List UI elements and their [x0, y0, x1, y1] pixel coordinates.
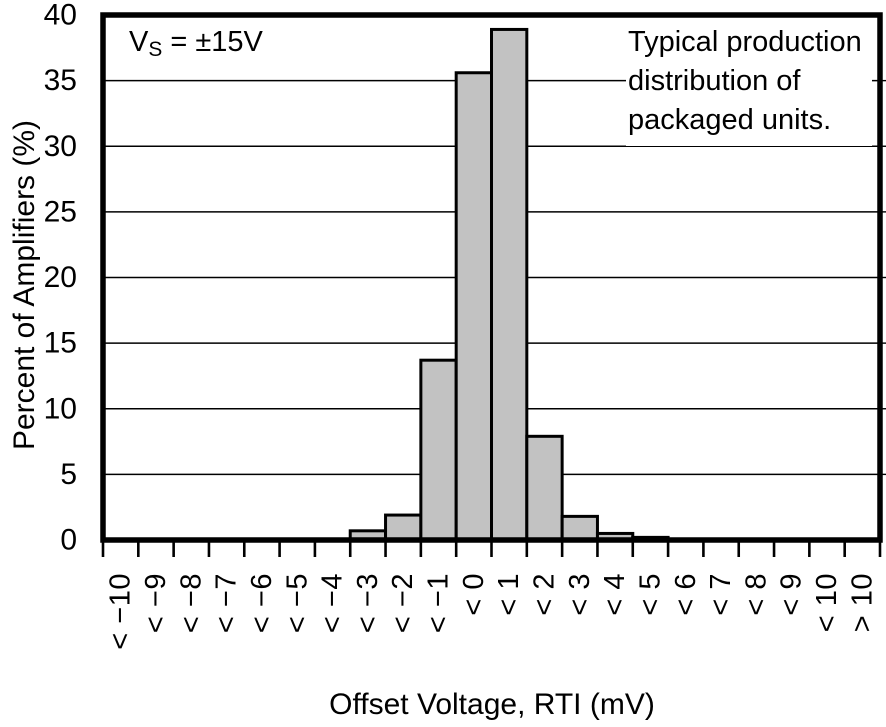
production-note-annotation: Typical production distribution of packa… [626, 21, 872, 146]
production-note-line: packaged units. [628, 104, 832, 136]
production-note-line: distribution of [628, 65, 801, 97]
bar-<−1 [419, 358, 458, 542]
x-tick-label: < −10 [105, 573, 137, 650]
x-tick-label: < −2 [387, 573, 419, 633]
x-tick-label: < 4 [599, 573, 631, 616]
x-tick-label: < −8 [175, 573, 207, 633]
x-tick-label: < −7 [211, 573, 243, 633]
y-tick-label: 10 [44, 392, 77, 425]
y-tick-label: 25 [44, 195, 77, 228]
y-axis-tick-labels: 0 5 10 15 20 25 30 35 40 [44, 0, 77, 557]
x-tick-label: < 6 [670, 573, 702, 616]
x-axis-ticks [101, 542, 882, 557]
x-axis-title: Offset Voltage, RTI (mV) [329, 688, 655, 721]
x-tick-label: < 8 [740, 573, 772, 616]
supply-voltage-subscript: S [148, 38, 163, 62]
bar-<1 [490, 27, 529, 542]
bar-<2 [525, 434, 564, 542]
x-tick-label: < 9 [776, 573, 808, 616]
supply-voltage-annotation: VS = ±15V [129, 26, 263, 62]
y-tick-label: 35 [44, 64, 77, 97]
bar-<−2 [384, 513, 423, 542]
supply-voltage-value: = ±15V [162, 26, 263, 58]
y-axis-title: Percent of Amplifiers (%) [8, 119, 41, 451]
x-tick-label: < −4 [317, 573, 349, 633]
y-tick-label: 15 [44, 327, 77, 360]
supply-voltage-base: V [129, 26, 149, 58]
x-tick-label: < −9 [140, 573, 172, 633]
y-tick-label: 30 [44, 130, 77, 163]
x-tick-label: < 1 [493, 573, 525, 616]
bar-<0 [454, 71, 494, 542]
y-tick-label: 5 [60, 458, 77, 491]
x-tick-label: < 3 [564, 573, 596, 616]
y-tick-label: 40 [44, 0, 77, 32]
production-note-line: Typical production [628, 26, 862, 58]
x-tick-label: < 10 [811, 573, 843, 632]
x-tick-label: < 2 [528, 573, 560, 616]
x-tick-label: < 5 [634, 573, 666, 616]
plot-frame [100, 12, 883, 543]
plot-border [100, 12, 883, 543]
x-tick-label: < 0 [458, 573, 490, 616]
x-axis-tick-labels: < −10 < −9 < −8 < −7 < −6 < −5 < −4 < −3 < −2 < −… [105, 573, 879, 650]
x-tick-label: < −6 [246, 573, 278, 633]
x-tick-label: < 7 [705, 573, 737, 616]
bar-<3 [560, 514, 599, 542]
histogram-bars [348, 27, 670, 542]
y-tick-label: 20 [44, 261, 77, 294]
x-tick-label: < −3 [352, 573, 384, 633]
x-tick-label: < −1 [423, 573, 455, 633]
x-tick-label: < −5 [281, 573, 313, 633]
y-tick-label: 0 [60, 524, 77, 557]
x-tick-label: > 10 [846, 573, 878, 632]
